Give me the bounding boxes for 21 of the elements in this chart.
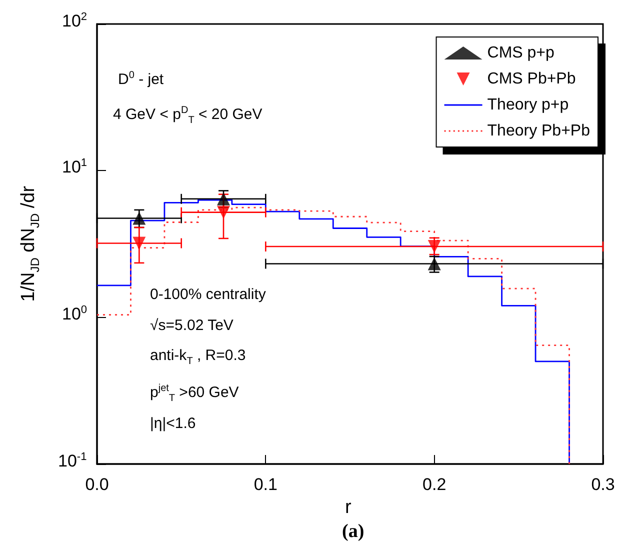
text: (a) — [342, 521, 364, 543]
legend-label: Theory p+p — [487, 96, 569, 114]
annotation: anti-k$_{T}$ , R=0.3 — [150, 347, 246, 367]
y-tick-label: 10$^{-1}$ — [58, 450, 87, 472]
legend-label: Theory Pb+Pb — [487, 122, 590, 140]
annotation: 4 GeV < p$^{D}$$_{T}$ < 20 GeV — [113, 105, 262, 126]
annotation: 0-100% centrality — [150, 286, 266, 304]
legend-label: CMS Pb+Pb — [487, 70, 576, 88]
y-tick-label: 10$^{0}$ — [62, 304, 88, 324]
annotation: √s=5.02 TeV — [150, 317, 234, 334]
y-tick-label: 10$^{2}$ — [62, 10, 88, 32]
annotation: |η|<1.6 — [150, 415, 196, 432]
annotation: p$^{jet}$$_{T}$ >60 GeV — [150, 383, 239, 404]
legend-label: CMS p+p — [487, 44, 555, 62]
x-tick-label: 0.3 — [591, 475, 615, 494]
x-tick-label: 0.1 — [254, 475, 278, 494]
x-tick-label: 0.2 — [422, 475, 446, 494]
x-axis-title: r — [345, 497, 352, 519]
x-tick-label: 0.0 — [85, 475, 109, 494]
y-tick-label: 10$^{1}$ — [62, 157, 88, 178]
annotation: D$^{0}$ - jet — [118, 70, 164, 88]
